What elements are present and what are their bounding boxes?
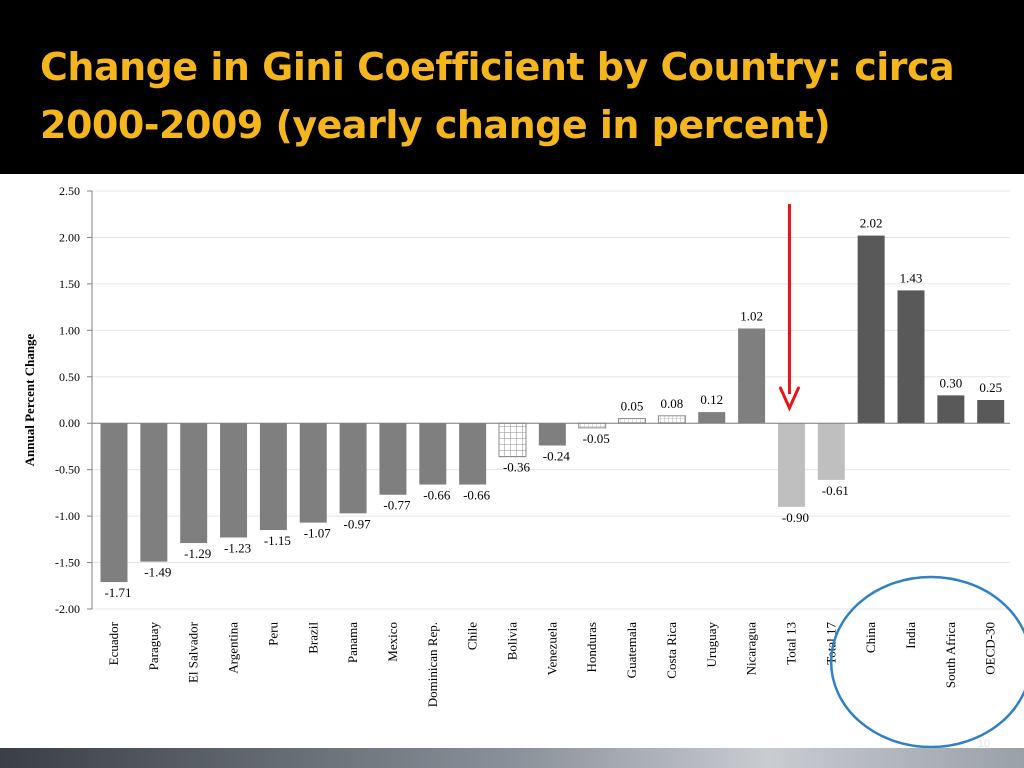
bar-argentina bbox=[220, 423, 248, 538]
x-category-label: Costa Rica bbox=[664, 622, 679, 679]
y-tick-label: -1.00 bbox=[55, 509, 80, 523]
data-label: -0.97 bbox=[344, 516, 372, 531]
y-tick-label: 2.50 bbox=[59, 184, 80, 198]
data-label: 0.08 bbox=[661, 396, 684, 411]
data-label: 0.25 bbox=[979, 380, 1002, 395]
bar-south-africa bbox=[937, 395, 965, 424]
data-label: -0.66 bbox=[463, 488, 491, 503]
annotations bbox=[778, 204, 1024, 748]
red-arrow-head bbox=[778, 386, 800, 412]
data-label: -1.23 bbox=[224, 540, 251, 555]
x-category-label: Uruguay bbox=[704, 622, 719, 668]
bar-panama bbox=[339, 423, 367, 514]
data-label: 0.05 bbox=[621, 399, 644, 414]
bar-el-salvador bbox=[180, 423, 208, 544]
bar-nicaragua bbox=[738, 328, 766, 424]
gini-change-bar-chart: 2.50 2.00 1.50 1.00 0.50 0.00 -0.50 -1.00 -1.50 -… bbox=[22, 184, 1024, 748]
bar-bolivia bbox=[498, 422, 527, 458]
bar-total-13 bbox=[777, 423, 805, 507]
bar-dominican-rep- bbox=[419, 423, 447, 485]
slide-title: Change in Gini Coefficient by Country: c… bbox=[40, 45, 955, 147]
data-label: -0.66 bbox=[423, 488, 451, 503]
x-category-label: China bbox=[863, 622, 878, 653]
x-axis-category-labels: Ecuador Paraguay El Salvador Argentina Peru B… bbox=[106, 621, 998, 707]
y-tick-label: 2.00 bbox=[59, 230, 80, 244]
data-label: 0.30 bbox=[939, 375, 962, 390]
x-category-label: Dominican Rep. bbox=[425, 622, 440, 707]
bar-peru bbox=[259, 423, 287, 531]
x-category-label: El Salvador bbox=[186, 621, 201, 683]
y-tick-label: -2.00 bbox=[55, 602, 80, 616]
x-category-label: South Africa bbox=[943, 622, 958, 688]
y-axis-ticks: 2.50 2.00 1.50 1.00 0.50 0.00 -0.50 -1.00 -1.50 -… bbox=[55, 184, 92, 616]
y-tick-label: 1.50 bbox=[59, 277, 80, 291]
data-label: -0.05 bbox=[583, 431, 610, 446]
data-label: -0.61 bbox=[822, 483, 849, 498]
y-tick-label: 0.00 bbox=[59, 416, 80, 430]
data-label: 0.12 bbox=[700, 392, 723, 407]
x-category-label: Guatemala bbox=[624, 622, 639, 679]
bar-chile bbox=[459, 423, 487, 485]
x-category-label: Nicaragua bbox=[744, 622, 759, 676]
data-label: -0.24 bbox=[543, 449, 571, 464]
bar-costa-rica bbox=[657, 415, 686, 424]
y-tick-label: 1.00 bbox=[59, 323, 80, 337]
data-label: -0.77 bbox=[383, 498, 411, 513]
bar-total-17 bbox=[817, 423, 845, 480]
x-category-label: Brazil bbox=[305, 622, 320, 654]
bar-china bbox=[857, 235, 885, 424]
y-tick-label: -0.50 bbox=[55, 463, 80, 477]
x-category-label: Panama bbox=[345, 622, 360, 663]
data-label: -1.15 bbox=[264, 533, 291, 548]
bar-honduras bbox=[578, 422, 607, 429]
data-label: -1.29 bbox=[184, 546, 211, 561]
x-category-label: Bolivia bbox=[505, 622, 520, 661]
x-category-label: Honduras bbox=[584, 622, 599, 673]
bar-paraguay bbox=[140, 423, 168, 562]
x-category-label: Argentina bbox=[226, 622, 241, 674]
y-tick-label: 0.50 bbox=[59, 370, 80, 384]
footer-bar bbox=[0, 748, 1024, 768]
x-category-label: Chile bbox=[465, 622, 480, 650]
data-label: 2.02 bbox=[860, 216, 883, 231]
x-category-label: Paraguay bbox=[146, 622, 161, 671]
title-bar: Change in Gini Coefficient by Country: c… bbox=[0, 0, 1024, 174]
x-category-label: Total 17 bbox=[823, 622, 838, 665]
bar-uruguay bbox=[698, 412, 726, 424]
data-label: 1.02 bbox=[740, 308, 763, 323]
bar-india bbox=[897, 290, 925, 424]
data-label: 1.43 bbox=[900, 270, 923, 285]
bar-guatemala bbox=[618, 418, 647, 424]
bars bbox=[100, 235, 1005, 583]
x-category-label: Total 13 bbox=[783, 622, 798, 665]
chart-area: 2.50 2.00 1.50 1.00 0.50 0.00 -0.50 -1.00 -1.50 -… bbox=[0, 174, 1024, 748]
page-number: 10 bbox=[977, 738, 990, 750]
data-label: -1.71 bbox=[104, 585, 131, 600]
data-label: -0.90 bbox=[782, 510, 809, 525]
bar-oecd-30 bbox=[977, 400, 1005, 424]
y-axis-title: Annual Percent Change bbox=[22, 333, 37, 466]
y-tick-label: -1.50 bbox=[55, 556, 80, 570]
x-category-label: Peru bbox=[265, 622, 280, 646]
x-category-label: Mexico bbox=[385, 622, 400, 662]
x-category-label: Venezuela bbox=[544, 622, 559, 676]
x-category-label: Ecuador bbox=[106, 621, 121, 665]
data-label: -0.36 bbox=[503, 460, 531, 475]
x-category-label: OECD-30 bbox=[983, 622, 998, 675]
bar-brazil bbox=[299, 423, 327, 523]
bar-ecuador bbox=[100, 423, 128, 583]
data-labels: -1.71 -1.49 -1.29 -1.23 -1.15 -1.07 -0.97 -0.77… bbox=[104, 216, 1002, 600]
bar-venezuela bbox=[538, 423, 566, 446]
bar-mexico bbox=[379, 423, 407, 495]
data-label: -1.07 bbox=[304, 526, 332, 541]
data-label: -1.49 bbox=[144, 565, 171, 580]
x-category-label: India bbox=[903, 622, 918, 649]
highlight-circle bbox=[829, 575, 1024, 748]
